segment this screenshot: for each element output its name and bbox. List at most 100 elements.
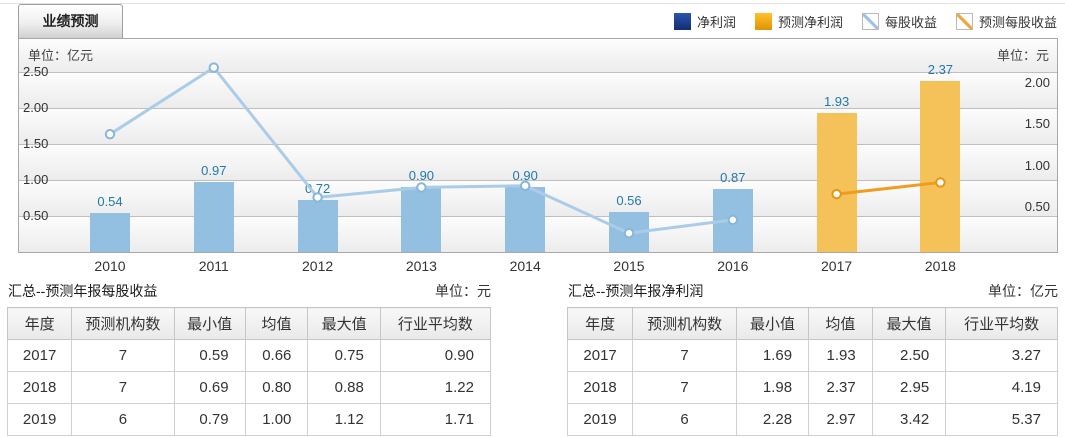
x-axis-label-2010: 2010: [94, 258, 126, 274]
value-cell: 2.97: [808, 403, 873, 436]
year-cell: 2017: [6, 339, 73, 372]
x-axis-label-2018: 2018: [924, 258, 956, 274]
value-cell: 2.37: [808, 371, 873, 404]
table-row: 2019 6 0.79 1.00 1.12 1.71: [6, 403, 492, 436]
value-cell: 7: [71, 371, 175, 404]
marker-每股收益: [208, 62, 220, 73]
right-axis-tick: 2.00: [1024, 74, 1050, 90]
legend-swatch-net-profit-icon: [673, 12, 691, 30]
value-cell: 1.98: [736, 371, 810, 404]
bar-净利润: [90, 213, 130, 252]
bar-value-label: 2.37: [927, 62, 954, 78]
value-cell: 7: [632, 339, 738, 372]
legend-label: 预测净利润: [777, 14, 843, 30]
forecast-table-eps: 年度 预测机构数 最小值 均值 最大值 行业平均数 2017 7 0.59 0.66 0.75 0.9…: [6, 307, 492, 436]
value-cell: 0.80: [244, 371, 309, 404]
left-axis-tick: 1.00: [23, 172, 49, 187]
left-axis-tick: 2.50: [23, 64, 49, 79]
chart-legend: 净利润 预测净利润 每股收益 预测每股收益: [673, 9, 1057, 33]
value-cell: 0.90: [379, 339, 492, 372]
marker-预测每股收益: [831, 188, 842, 200]
x-axis-label-2011: 2011: [198, 258, 229, 274]
x-axis-label-2015: 2015: [613, 258, 645, 274]
legend-item-net-profit[interactable]: 净利润: [673, 12, 736, 31]
legend-item-forecast-net-profit[interactable]: 预测净利润: [754, 12, 843, 31]
gridline: [19, 72, 1057, 73]
gridline: [19, 180, 1057, 181]
bar-value-label: 0.56: [616, 192, 642, 208]
left-axis-unit-label: 单位：亿元: [28, 48, 94, 63]
column-header: 年度: [6, 307, 73, 340]
forecast-table-net-profit: 年度 预测机构数 最小值 均值 最大值 行业平均数 2017 7 1.69 1.93 2.50 3.2…: [566, 307, 1058, 436]
plot-band: [19, 144, 1057, 180]
left-axis-tick: 1.50: [23, 136, 49, 151]
column-header: 最小值: [173, 307, 246, 340]
value-cell: 2.28: [736, 403, 810, 436]
legend-swatch-forecast-net-profit-icon: [754, 12, 772, 30]
table-row: 2018 7 0.69 0.80 0.88 1.22: [6, 371, 492, 404]
bar-value-label: 0.54: [97, 194, 123, 210]
right-axis-tick: 1.00: [1024, 157, 1050, 173]
value-cell: 1.00: [244, 403, 309, 436]
legend-swatch-eps-icon: [861, 12, 879, 30]
x-axis-label-2016: 2016: [717, 258, 749, 274]
year-cell: 2017: [566, 339, 634, 372]
bar-value-label: 0.90: [408, 168, 435, 184]
legend-swatch-forecast-eps-icon: [955, 12, 973, 30]
bar-预测净利润: [816, 113, 857, 252]
column-header: 均值: [808, 307, 873, 340]
column-header: 年度: [566, 307, 634, 340]
bar-value-label: 0.90: [512, 168, 538, 184]
table-row: 2017 7 0.59 0.66 0.75 0.90: [6, 339, 492, 372]
legend-item-forecast-eps[interactable]: 预测每股收益: [955, 12, 1057, 31]
year-cell: 2019: [566, 403, 634, 436]
gridline: [19, 108, 1057, 109]
marker-预测每股收益: [935, 177, 946, 188]
x-axis-label-2012: 2012: [302, 258, 334, 274]
column-header: 最大值: [307, 307, 381, 340]
forecast-chart: 2.50 2.00 1.50 1.00 0.50 2.00 1.50 1.00 0.50 0.54…: [18, 38, 1058, 253]
left-axis-tick: 0.50: [23, 208, 49, 223]
year-cell: 2018: [6, 371, 73, 404]
value-cell: 7: [71, 339, 175, 372]
value-cell: 2.50: [871, 339, 947, 372]
column-header: 预测机构数: [632, 307, 738, 340]
column-header: 行业平均数: [945, 307, 1058, 340]
x-axis-label-2017: 2017: [821, 258, 853, 274]
tab-performance-forecast[interactable]: 业绩预测: [18, 4, 123, 39]
marker-每股收益: [623, 227, 635, 239]
marker-每股收益: [104, 128, 116, 140]
column-header: 行业平均数: [379, 307, 492, 340]
right-axis-tick: 1.50: [1024, 116, 1050, 132]
gridline: [19, 144, 1057, 145]
value-cell: 4.19: [945, 371, 1058, 404]
x-axis-label-2013: 2013: [405, 258, 437, 274]
year-cell: 2019: [6, 403, 73, 436]
plot-band: [19, 39, 1057, 72]
value-cell: 0.79: [173, 403, 246, 436]
table-header-row: 年度 预测机构数 最小值 均值 最大值 行业平均数: [566, 307, 1058, 340]
table-unit-eps: 单位：元: [435, 283, 491, 299]
value-cell: 0.59: [173, 339, 246, 372]
x-axis-label-2014: 2014: [509, 258, 541, 274]
right-axis-unit-label: 单位：元: [996, 48, 1049, 63]
value-cell: 1.22: [379, 371, 492, 404]
bar-value-label: 0.97: [201, 163, 227, 179]
chart-plot-area: 2.50 2.00 1.50 1.00 0.50 2.00 1.50 1.00 0.50 0.54…: [19, 39, 1057, 252]
value-cell: 0.75: [307, 339, 381, 372]
value-cell: 0.88: [307, 371, 381, 404]
bar-净利润: [297, 200, 338, 252]
bar-净利润: [193, 182, 234, 252]
column-header: 预测机构数: [71, 307, 175, 340]
value-cell: 1.71: [379, 403, 492, 436]
bar-净利润: [401, 187, 442, 252]
marker-每股收益: [416, 182, 427, 193]
line-每股收益: [109, 66, 733, 235]
bar-预测净利润: [920, 81, 961, 252]
legend-item-eps[interactable]: 每股收益: [861, 12, 937, 31]
value-cell: 3.27: [945, 339, 1058, 372]
legend-label: 净利润: [696, 14, 736, 30]
column-header: 最小值: [736, 307, 810, 340]
marker-每股收益: [520, 180, 531, 191]
